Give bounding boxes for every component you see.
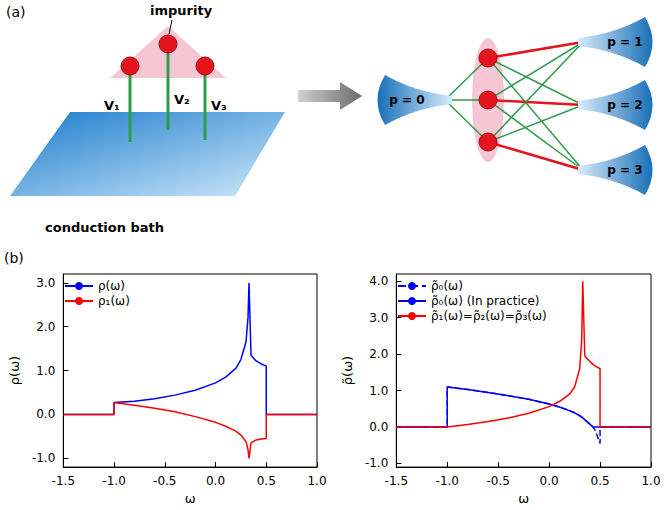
svg-text:-1.5: -1.5 xyxy=(52,474,75,488)
svg-text:impurity: impurity xyxy=(150,3,213,18)
svg-text:conduction bath: conduction bath xyxy=(45,220,164,235)
svg-text:1.0: 1.0 xyxy=(641,474,660,488)
svg-text:-1.0: -1.0 xyxy=(102,474,125,488)
svg-text:(a): (a) xyxy=(6,4,26,20)
svg-text:V₂: V₂ xyxy=(174,92,190,107)
svg-text:-1.0: -1.0 xyxy=(32,451,55,465)
svg-text:4.0: 4.0 xyxy=(369,274,388,288)
html-text:(b): (b) xyxy=(4,250,24,266)
svg-text:0.5: 0.5 xyxy=(591,474,610,488)
svg-text:2.0: 2.0 xyxy=(36,320,55,334)
svg-text:3.0: 3.0 xyxy=(36,276,55,290)
svg-text:V₁: V₁ xyxy=(104,98,120,113)
svg-text:p = 0: p = 0 xyxy=(389,93,424,107)
svg-text:-1.0: -1.0 xyxy=(436,474,459,488)
svg-text:0.0: 0.0 xyxy=(540,474,559,488)
svg-text:0.5: 0.5 xyxy=(257,474,276,488)
svg-text:p = 2: p = 2 xyxy=(607,98,642,112)
svg-text:V₃: V₃ xyxy=(211,98,227,113)
svg-text:1.0: 1.0 xyxy=(369,384,388,398)
svg-text:-0.5: -0.5 xyxy=(486,474,509,488)
svg-text:3.0: 3.0 xyxy=(369,311,388,325)
svg-text:-0.5: -0.5 xyxy=(153,474,176,488)
svg-text:ρ̃(ω): ρ̃(ω) xyxy=(340,356,355,385)
svg-text:0.0: 0.0 xyxy=(369,420,388,434)
svg-text:1.0: 1.0 xyxy=(307,474,326,488)
svg-text:2.0: 2.0 xyxy=(369,347,388,361)
svg-text:ω: ω xyxy=(185,491,196,506)
svg-text:p = 3: p = 3 xyxy=(607,163,642,177)
svg-text:-1.5: -1.5 xyxy=(385,474,408,488)
svg-text:ρ₁(ω): ρ₁(ω) xyxy=(98,294,130,308)
svg-text:ρ̃₀(ω): ρ̃₀(ω) xyxy=(431,279,463,293)
svg-text:0.0: 0.0 xyxy=(36,407,55,421)
svg-text:0.0: 0.0 xyxy=(206,474,225,488)
svg-text:ρ(ω): ρ(ω) xyxy=(7,356,22,385)
svg-text:-1.0: -1.0 xyxy=(365,456,388,470)
svg-text:p = 1: p = 1 xyxy=(607,35,642,49)
svg-text:1.0: 1.0 xyxy=(36,364,55,378)
svg-text:ρ(ω): ρ(ω) xyxy=(98,279,125,293)
svg-text:ρ̃₀(ω) (In practice): ρ̃₀(ω) (In practice) xyxy=(431,294,540,308)
svg-text:ω: ω xyxy=(518,491,529,506)
svg-text:ρ̃₁(ω)=ρ̃₂(ω)=ρ̃₃(ω): ρ̃₁(ω)=ρ̃₂(ω)=ρ̃₃(ω) xyxy=(431,309,547,323)
